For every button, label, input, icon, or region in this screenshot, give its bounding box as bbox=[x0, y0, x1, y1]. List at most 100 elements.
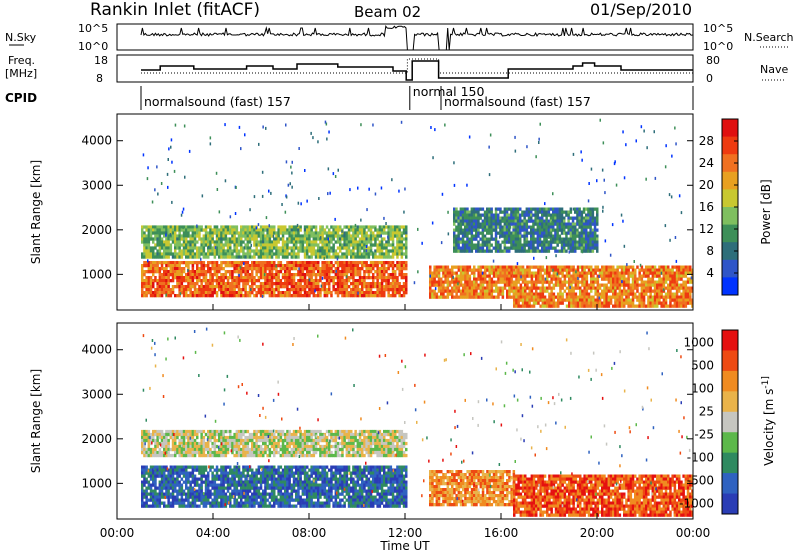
heatmap-cell bbox=[473, 277, 476, 281]
heatmap-cell bbox=[259, 291, 263, 295]
heatmap-cell bbox=[596, 304, 600, 308]
heatmap-cell bbox=[464, 286, 467, 290]
heatmap-cell bbox=[244, 133, 246, 137]
heatmap-cell bbox=[550, 298, 553, 302]
heatmap-cell bbox=[481, 207, 485, 211]
heatmap-cell bbox=[590, 167, 593, 171]
heatmap-cell bbox=[532, 213, 535, 217]
heatmap-cell bbox=[581, 280, 584, 284]
heatmap-cell bbox=[218, 288, 221, 292]
heatmap-cell bbox=[609, 295, 613, 299]
heatmap-cell bbox=[363, 282, 366, 286]
heatmap-cell bbox=[514, 234, 518, 238]
heatmap-cell bbox=[387, 261, 390, 265]
heatmap-cell bbox=[347, 261, 351, 265]
heatmap-cell bbox=[299, 291, 302, 295]
heatmap-cell bbox=[266, 237, 269, 241]
heatmap-cell bbox=[576, 207, 579, 211]
heatmap-cell bbox=[541, 240, 544, 244]
heatmap-cell bbox=[603, 271, 606, 275]
heatmap-cell bbox=[623, 289, 626, 293]
heatmap-cell bbox=[361, 231, 364, 235]
heatmap-cell bbox=[149, 246, 153, 250]
heatmap-cell bbox=[396, 252, 399, 256]
heatmap-cell bbox=[495, 268, 498, 272]
heatmap-cell bbox=[207, 261, 210, 265]
heatmap-cell bbox=[257, 288, 261, 292]
heatmap-cell bbox=[501, 210, 504, 214]
heatmap-cell bbox=[176, 273, 179, 277]
nsky-trace bbox=[140, 24, 693, 51]
heatmap-cell bbox=[354, 291, 357, 295]
heatmap-cell bbox=[240, 294, 243, 298]
heatmap-cell bbox=[651, 280, 655, 284]
heatmap-cell bbox=[178, 231, 181, 235]
heatmap-cell bbox=[455, 216, 458, 220]
heatmap-cell bbox=[385, 270, 388, 274]
heatmap-cell bbox=[508, 207, 511, 211]
heatmap-cell bbox=[623, 298, 626, 302]
heatmap-cell bbox=[587, 240, 590, 244]
heatmap-cell bbox=[167, 252, 170, 256]
heatmap-cell bbox=[367, 255, 371, 259]
heatmap-cell bbox=[237, 285, 241, 289]
heatmap-cell bbox=[297, 225, 300, 229]
heatmap-cell bbox=[503, 277, 507, 281]
heatmap-cell bbox=[167, 261, 170, 265]
heatmap-cell bbox=[497, 295, 500, 299]
heatmap-cell bbox=[374, 225, 377, 229]
heatmap-cell bbox=[651, 304, 655, 308]
heatmap-cell bbox=[356, 240, 360, 244]
heatmap-cell bbox=[365, 225, 368, 229]
heatmap-cell bbox=[612, 274, 615, 278]
heatmap-cell bbox=[680, 283, 683, 287]
heatmap-cell bbox=[472, 216, 476, 220]
heatmap-cell bbox=[398, 189, 400, 193]
heatmap-cell bbox=[501, 271, 505, 275]
heatmap-cell bbox=[303, 252, 307, 256]
heatmap-cell bbox=[519, 207, 522, 211]
heatmap-cell bbox=[303, 246, 307, 250]
heatmap-cell bbox=[689, 301, 692, 305]
heatmap-cell bbox=[521, 286, 525, 290]
heatmap-cell bbox=[462, 292, 465, 296]
heatmap-cell bbox=[601, 304, 604, 308]
heatmap-cell bbox=[299, 285, 302, 289]
heatmap-cell bbox=[224, 243, 228, 247]
heatmap-cell bbox=[308, 278, 311, 282]
heatmap-cell bbox=[675, 286, 679, 290]
heatmap-cell bbox=[334, 273, 338, 277]
heatmap-cell bbox=[543, 268, 547, 272]
heatmap-cell bbox=[270, 243, 274, 247]
heatmap-cell bbox=[182, 267, 186, 271]
heatmap-cell bbox=[396, 231, 399, 235]
heatmap-cell bbox=[543, 210, 546, 214]
heatmap-cell bbox=[152, 240, 155, 244]
heatmap-cell bbox=[383, 231, 386, 235]
heatmap-cell bbox=[266, 276, 269, 280]
heatmap-cell bbox=[262, 225, 265, 229]
heatmap-cell bbox=[308, 294, 311, 298]
heatmap-cell bbox=[387, 288, 390, 292]
heatmap-cell bbox=[494, 237, 498, 241]
heatmap-cell bbox=[378, 246, 382, 250]
heatmap-cell bbox=[494, 228, 498, 232]
heatmap-cell bbox=[251, 264, 254, 268]
heatmap-cell bbox=[580, 219, 584, 223]
heatmap-cell bbox=[369, 270, 373, 274]
heatmap-cell bbox=[154, 228, 157, 232]
heatmap-cell bbox=[325, 270, 329, 274]
heatmap-cell bbox=[537, 280, 540, 284]
heatmap-cell bbox=[198, 273, 201, 277]
heatmap-cell bbox=[488, 210, 491, 214]
power-colorbar-swatch bbox=[722, 189, 738, 208]
heatmap-cell bbox=[215, 267, 219, 271]
heatmap-cell bbox=[180, 270, 184, 274]
heatmap-cell bbox=[202, 243, 206, 247]
heatmap-cell bbox=[273, 294, 276, 298]
heatmap-cell bbox=[548, 292, 551, 296]
heatmap-cell bbox=[213, 225, 217, 229]
heatmap-cell bbox=[265, 216, 268, 220]
heatmap-cell bbox=[152, 279, 155, 283]
